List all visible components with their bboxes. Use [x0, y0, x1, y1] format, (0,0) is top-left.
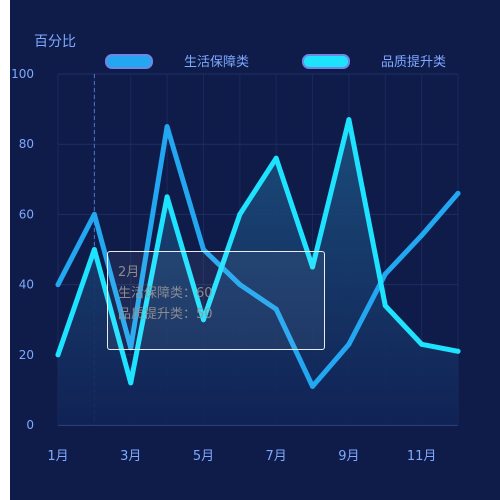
y-tick-label: 20	[19, 348, 34, 362]
x-tick-label: 1月	[47, 449, 68, 464]
data-point-2-7月	[273, 155, 279, 161]
legend-marker-1[interactable]	[105, 54, 153, 69]
y-axis-title: 百分比	[34, 34, 76, 50]
x-tick-label: 7月	[266, 449, 287, 464]
series-line-1	[55, 124, 461, 389]
x-tick-label: 11月	[407, 449, 437, 464]
data-point-1-8月	[310, 383, 316, 389]
legend-marker-2[interactable]	[302, 54, 350, 69]
data-point-1-7月	[273, 306, 279, 312]
x-tick-label: 9月	[338, 449, 359, 464]
y-tick-label: 80	[19, 137, 34, 151]
data-point-2-12月	[455, 348, 461, 354]
data-point-1-1月	[55, 282, 61, 288]
line-chart: 百分比 0 20 40 60 80 100 1月 3月 5月 7月 9月 11月 生活保障类 品质提升类	[10, 0, 500, 500]
chart-frame: 百分比 0 20 40 60 80 100 1月 3月 5月 7月 9月 11月 生活保障类 品质提升类 2…	[10, 0, 500, 500]
data-point-2-9月	[346, 117, 352, 123]
y-tick-label: 60	[19, 207, 34, 221]
data-point-2-3月	[128, 380, 134, 386]
x-tick-label: 3月	[120, 449, 141, 464]
data-point-1-11月	[419, 232, 425, 238]
data-point-1-3月	[128, 345, 134, 351]
data-point-2-6月	[237, 211, 243, 217]
data-point-1-10月	[382, 271, 388, 277]
y-tick-label: 40	[19, 278, 34, 292]
data-point-2-2月	[91, 247, 97, 252]
legend-label-1[interactable]: 生活保障类	[184, 55, 249, 70]
data-point-1-9月	[346, 341, 352, 347]
data-point-1-2月	[91, 211, 97, 217]
legend-label-2[interactable]: 品质提升类	[381, 54, 446, 70]
data-point-2-5月	[200, 317, 206, 323]
data-point-1-5月	[200, 247, 206, 252]
data-point-1-12月	[455, 190, 461, 196]
data-point-2-11月	[419, 341, 425, 347]
data-point-2-1月	[55, 352, 61, 358]
x-tick-label: 5月	[193, 449, 214, 464]
y-tick-label: 100	[11, 67, 34, 81]
data-point-2-8月	[310, 264, 316, 270]
data-point-1-6月	[237, 282, 243, 288]
data-point-2-10月	[382, 303, 388, 309]
series-line-2	[55, 117, 461, 386]
series-area-2	[58, 119, 458, 425]
data-point-2-4月	[164, 194, 170, 200]
data-point-1-4月	[164, 124, 170, 130]
y-tick-label: 0	[26, 418, 34, 432]
